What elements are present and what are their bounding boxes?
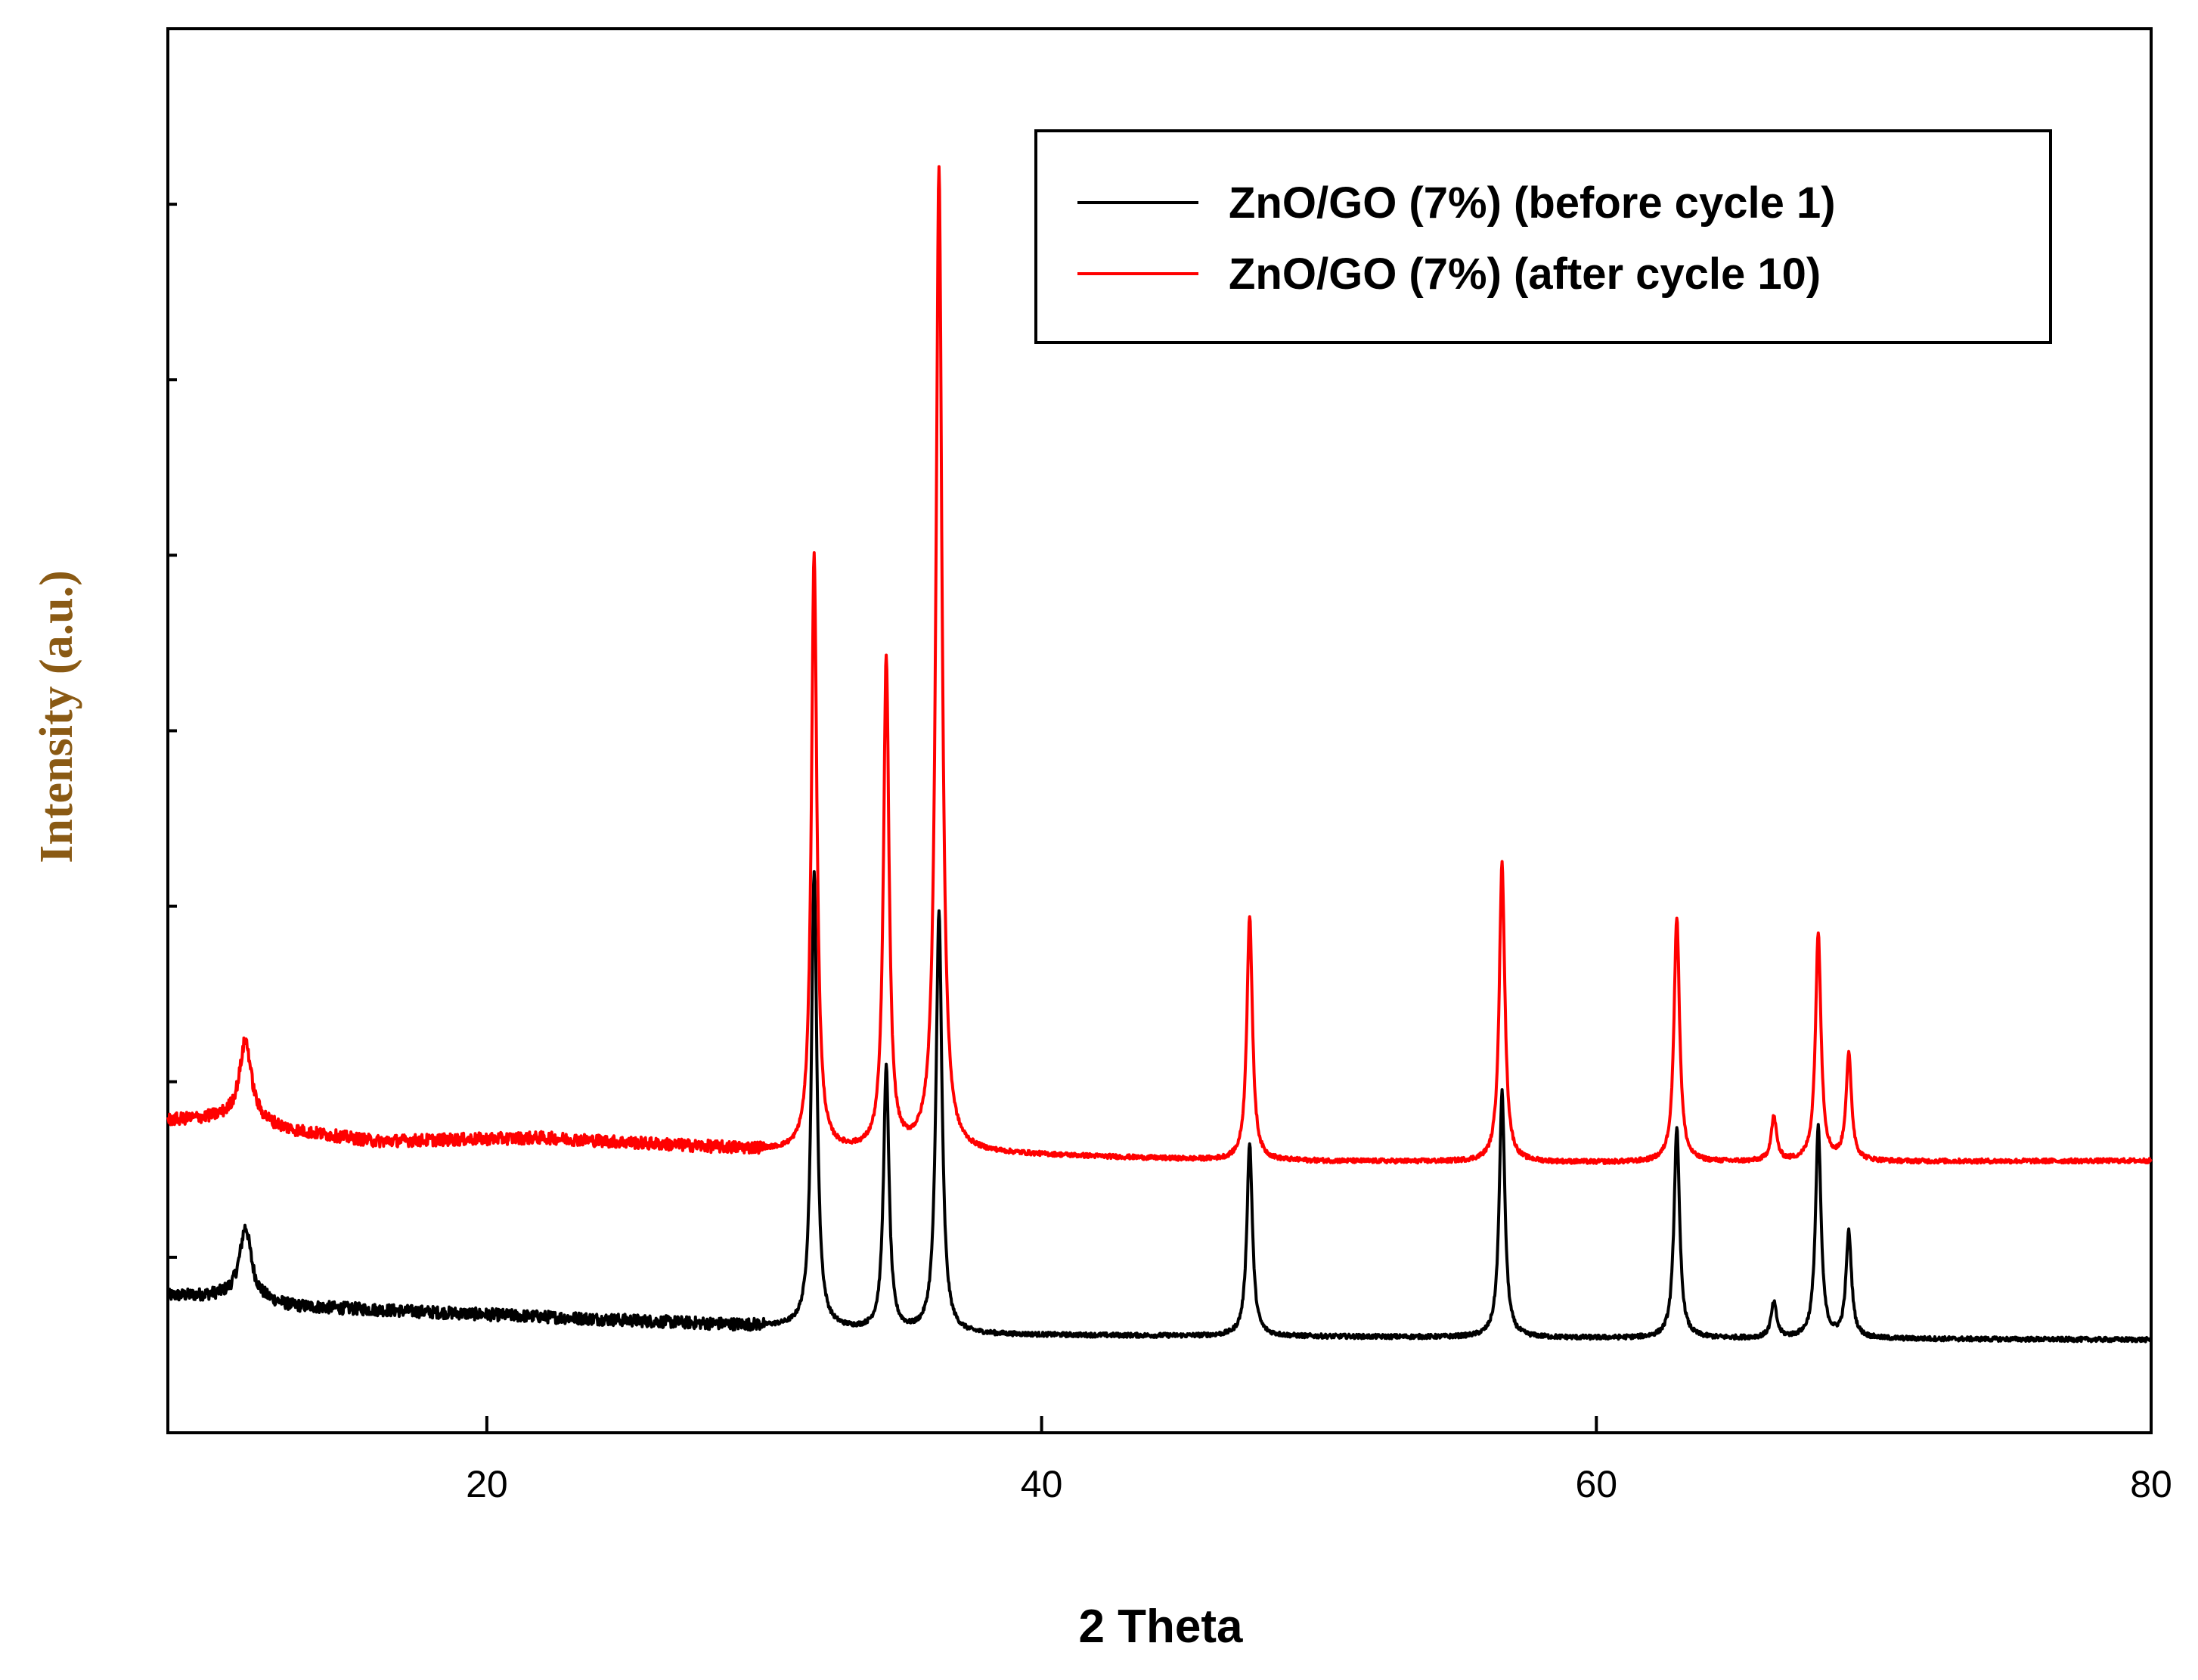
legend: ZnO/GO (7%) (before cycle 1) ZnO/GO (7%)… — [1034, 129, 2052, 344]
x-tick-label: 20 — [466, 1463, 508, 1505]
y-axis-label: Intensity (a.u.) — [31, 570, 82, 863]
x-axis-ticks: 20 40 60 80 — [466, 1416, 2172, 1505]
series-line-before-cycle-1 — [166, 869, 2153, 1344]
legend-box — [1034, 129, 2052, 344]
series-line-after-cycle-10 — [166, 165, 2153, 1165]
x-axis-label: 2 Theta — [1078, 1601, 1243, 1653]
series-layer — [166, 165, 2153, 1344]
x-tick-label: 60 — [1575, 1463, 1617, 1505]
legend-label-after: ZnO/GO (7%) (after cycle 10) — [1229, 250, 1821, 299]
y-axis-ticks — [168, 203, 177, 1259]
x-tick-label: 80 — [2130, 1463, 2172, 1505]
legend-label-before: ZnO/GO (7%) (before cycle 1) — [1229, 178, 1836, 228]
x-tick-label: 40 — [1021, 1463, 1063, 1505]
